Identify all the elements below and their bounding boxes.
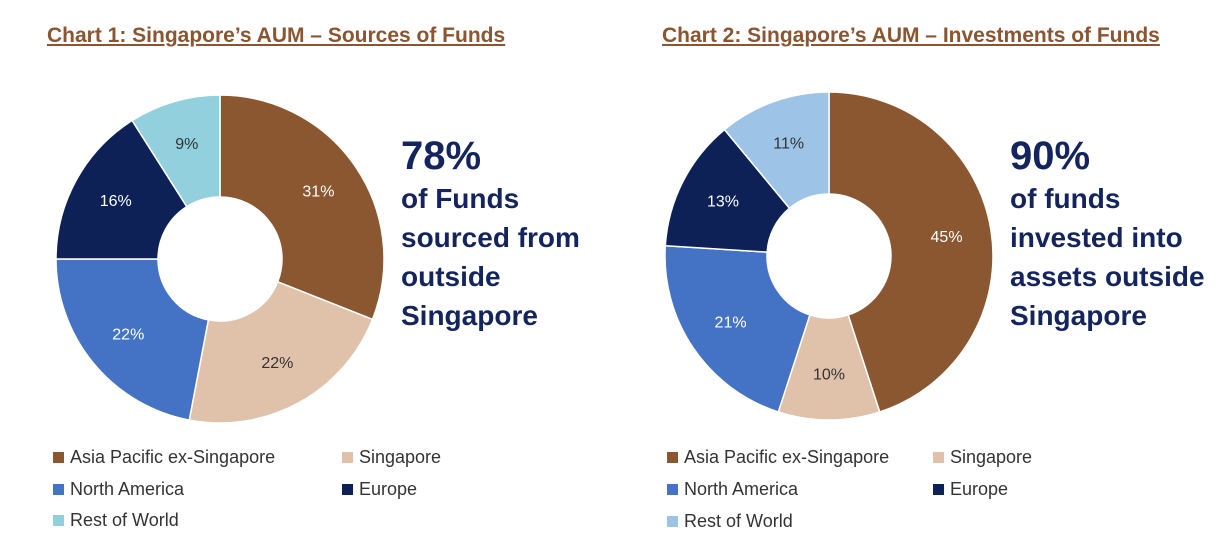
legend-swatch	[667, 484, 678, 495]
legend-label: Singapore	[359, 447, 442, 467]
chart-1-legend: Asia Pacific ex-Singapore Singapore Nort…	[53, 447, 553, 547]
legend-item-north-america: North America	[53, 479, 184, 500]
data-label-singapore: 10%	[813, 367, 845, 384]
legend-swatch	[933, 452, 944, 463]
chart-2-callout-line-3: assets outside	[1010, 261, 1205, 292]
legend-item-rest-of-world: Rest of World	[667, 511, 793, 532]
slice-asia-pacific-ex-singapore	[219, 94, 385, 321]
legend-item-singapore: Singapore	[342, 447, 441, 468]
slice-europe	[664, 128, 791, 253]
data-label-europe: 16%	[100, 193, 132, 210]
chart-2-callout: 90% of funds invested into assets outsid…	[1010, 133, 1215, 335]
legend-swatch	[53, 484, 64, 495]
legend-swatch	[342, 452, 353, 463]
legend-label: Europe	[950, 479, 1009, 499]
chart-1-title: Chart 1: Singapore’s AUM – Sources of Fu…	[47, 24, 506, 47]
chart-1-callout-figure: 78%	[401, 134, 482, 178]
legend-label: Rest of World	[70, 510, 179, 530]
chart-1-callout-line-1: of Funds	[401, 183, 520, 214]
chart-2-title: Chart 2: Singapore’s AUM – Investments o…	[662, 24, 1160, 47]
legend-swatch	[933, 484, 944, 495]
legend-item-singapore: Singapore	[933, 447, 1032, 468]
legend-label: Europe	[359, 479, 418, 499]
legend-label: Rest of World	[684, 511, 793, 531]
chart-1-panel: Chart 1: Singapore’s AUM – Sources of Fu…	[0, 0, 608, 554]
chart-2-legend: Asia Pacific ex-Singapore Singapore Nort…	[667, 447, 1167, 547]
legend-item-europe: Europe	[342, 479, 417, 500]
legend-swatch	[667, 516, 678, 527]
data-label-rest-of-world: 9%	[175, 136, 198, 153]
chart-1-donut: 31% 22% 22% 16% 9%	[55, 94, 385, 424]
slice-north-america	[55, 258, 210, 421]
chart-1-callout-line-4: Singapore	[401, 300, 538, 331]
data-label-north-america: 22%	[112, 326, 144, 343]
slice-north-america	[664, 244, 811, 413]
legend-item-rest-of-world: Rest of World	[53, 510, 179, 531]
slice-rest-of-world	[131, 94, 221, 208]
chart-2-callout-line-1: of funds	[1010, 183, 1121, 214]
legend-swatch	[53, 452, 64, 463]
data-label-rest-of-world: 11%	[773, 136, 804, 153]
data-label-asia-pacific-ex-singapore: 31%	[302, 184, 334, 201]
slice-rest-of-world	[723, 91, 830, 210]
data-label-singapore: 22%	[261, 355, 293, 372]
legend-label: Asia Pacific ex-Singapore	[70, 447, 276, 467]
legend-label: Asia Pacific ex-Singapore	[684, 447, 890, 467]
legend-label: North America	[70, 479, 185, 499]
chart-1-callout: 78% of Funds sourced from outside Singap…	[401, 133, 606, 335]
chart-2-callout-line-4: Singapore	[1010, 300, 1147, 331]
legend-item-asia-pacific: Asia Pacific ex-Singapore	[53, 447, 275, 468]
slice-asia-pacific-ex-singapore	[828, 91, 994, 413]
slice-singapore	[188, 280, 374, 424]
legend-label: Singapore	[950, 447, 1033, 467]
chart-2-callout-figure: 90%	[1010, 134, 1091, 178]
chart-2-donut: 45% 10% 21% 13% 11%	[664, 91, 994, 421]
legend-swatch	[53, 515, 64, 526]
data-label-north-america: 21%	[715, 314, 747, 331]
chart-2-callout-line-2: invested into	[1010, 222, 1183, 253]
chart-1-callout-line-2: sourced from	[401, 222, 580, 253]
legend-swatch	[342, 484, 353, 495]
chart-1-callout-line-3: outside	[401, 261, 501, 292]
legend-swatch	[667, 452, 678, 463]
legend-item-europe: Europe	[933, 479, 1008, 500]
legend-item-north-america: North America	[667, 479, 798, 500]
chart-2-panel: Chart 2: Singapore’s AUM – Investments o…	[610, 0, 1217, 554]
data-label-europe: 13%	[707, 193, 739, 210]
data-label-asia-pacific-ex-singapore: 45%	[931, 229, 963, 246]
legend-item-asia-pacific: Asia Pacific ex-Singapore	[667, 447, 889, 468]
legend-label: North America	[684, 479, 799, 499]
